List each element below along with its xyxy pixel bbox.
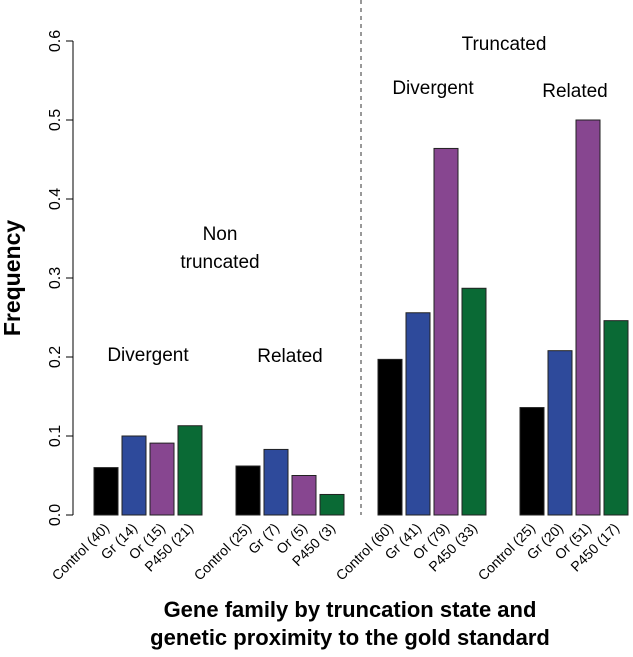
y-tick-label: 0.5 [47,109,64,131]
ylabel: Frequency [0,220,25,337]
bar-or [433,147,459,516]
y-tick-label: 0.0 [47,504,64,526]
y-tick-label: 0.6 [47,30,64,52]
annotation-truncated-left: truncated [180,252,259,273]
bar-gr [405,312,431,516]
annotation-divergent-right: Divergent [392,78,474,99]
y-tick-label: 0.2 [47,346,64,368]
bar-p450 [177,425,203,516]
bar-p450 [603,320,629,516]
annotation-related-left: Related [257,346,323,367]
x-tick-labels: Control (40)Gr (14)Or (15)P450 (21)Contr… [49,520,623,584]
xlabel-line-2: genetic proximity to the gold standard [150,625,550,650]
bar-or [291,475,317,516]
bar-control [377,358,403,516]
y-tick-label: 0.3 [47,267,64,289]
bar-control [93,467,119,516]
annotation-truncated-right: Truncated [462,34,547,55]
bar-p450 [319,493,345,516]
y-tick-label: 0.4 [47,188,64,210]
bar-or [575,119,601,516]
y-tick-label: 0.1 [47,425,64,447]
x-tick-label: Gr (7) [245,520,282,557]
bar-gr [547,350,573,516]
bars [93,119,629,516]
annotation-related-right: Related [542,81,608,102]
bar-gr [121,435,147,516]
bar-or [149,442,175,516]
bar-p450 [461,287,487,516]
xlabel-line-1: Gene family by truncation state and [164,597,537,622]
bar-control [519,407,545,516]
annotation-divergent-left: Divergent [107,345,189,366]
annotation-non: Non [203,224,238,245]
x-tick-label: Control (25) [191,520,255,584]
bar-control [235,465,261,516]
y-axis: 0.0 0.1 0.2 0.3 0.4 0.5 0.6 [47,30,74,526]
bar-gr [263,448,289,516]
